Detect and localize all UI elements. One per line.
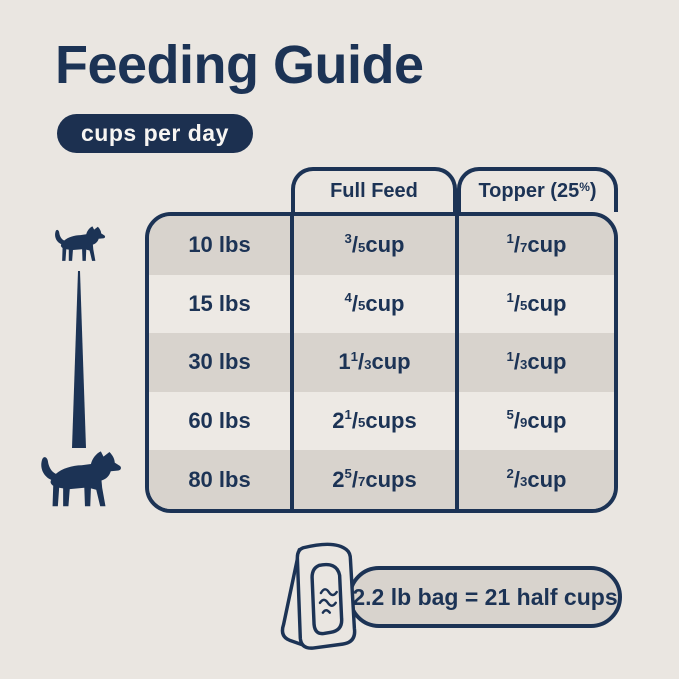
size-range-wedge xyxy=(72,271,86,448)
table-row: 30 lbs 1 1/3 cup 1/3 cup xyxy=(149,333,614,392)
topper-cell: 1/7 cup xyxy=(455,216,614,275)
table-row: 10 lbs 3/5 cup 1/7 cup xyxy=(149,216,614,275)
bag-yield-banner: 2.2 lb bag = 21 half cups xyxy=(348,566,622,628)
table-row: 60 lbs 2 1/5 cups 5/9 cup xyxy=(149,391,614,451)
table-row: 80 lbs 2 5/7 cups 2/3 cup xyxy=(149,450,614,509)
column-header-topper: Topper (25%) xyxy=(457,167,618,212)
topper-cell: 1/5 cup xyxy=(455,274,614,334)
weight-cell: 15 lbs xyxy=(188,290,251,316)
page-title: Feeding Guide xyxy=(55,35,424,95)
full-feed-cell: 2 1/5 cups xyxy=(290,391,455,451)
full-feed-cell: 4/5 cup xyxy=(290,274,455,334)
small-dog-icon xyxy=(55,226,106,261)
table-row: 15 lbs 4/5 cup 1/5 cup xyxy=(149,274,614,334)
weight-cell: 80 lbs xyxy=(188,466,251,492)
weight-cell: 60 lbs xyxy=(188,408,251,434)
full-feed-cell: 1 1/3 cup xyxy=(290,333,455,392)
cups-per-day-badge: cups per day xyxy=(57,114,253,153)
weight-cell: 10 lbs xyxy=(188,232,251,258)
weight-cell: 30 lbs xyxy=(188,349,251,375)
feeding-table-body: 10 lbs 3/5 cup 1/7 cup 15 lbs 4/5 cup 1/5 cup… xyxy=(145,212,618,513)
full-feed-cell: 2 5/7 cups xyxy=(290,450,455,509)
topper-cell: 2/3 cup xyxy=(455,450,614,509)
column-header-label: Full Feed xyxy=(330,180,418,202)
food-bag-icon xyxy=(280,542,357,650)
large-dog-icon xyxy=(41,451,121,507)
full-feed-cell: 3/5 cup xyxy=(290,216,455,275)
bag-yield-note: 2.2 lb bag = 21 half cups xyxy=(352,583,618,610)
topper-cell: 5/9 cup xyxy=(455,391,614,451)
column-header-label: Topper (25%) xyxy=(478,180,597,202)
topper-cell: 1/3 cup xyxy=(455,333,614,392)
column-header-full-feed: Full Feed xyxy=(291,167,457,212)
